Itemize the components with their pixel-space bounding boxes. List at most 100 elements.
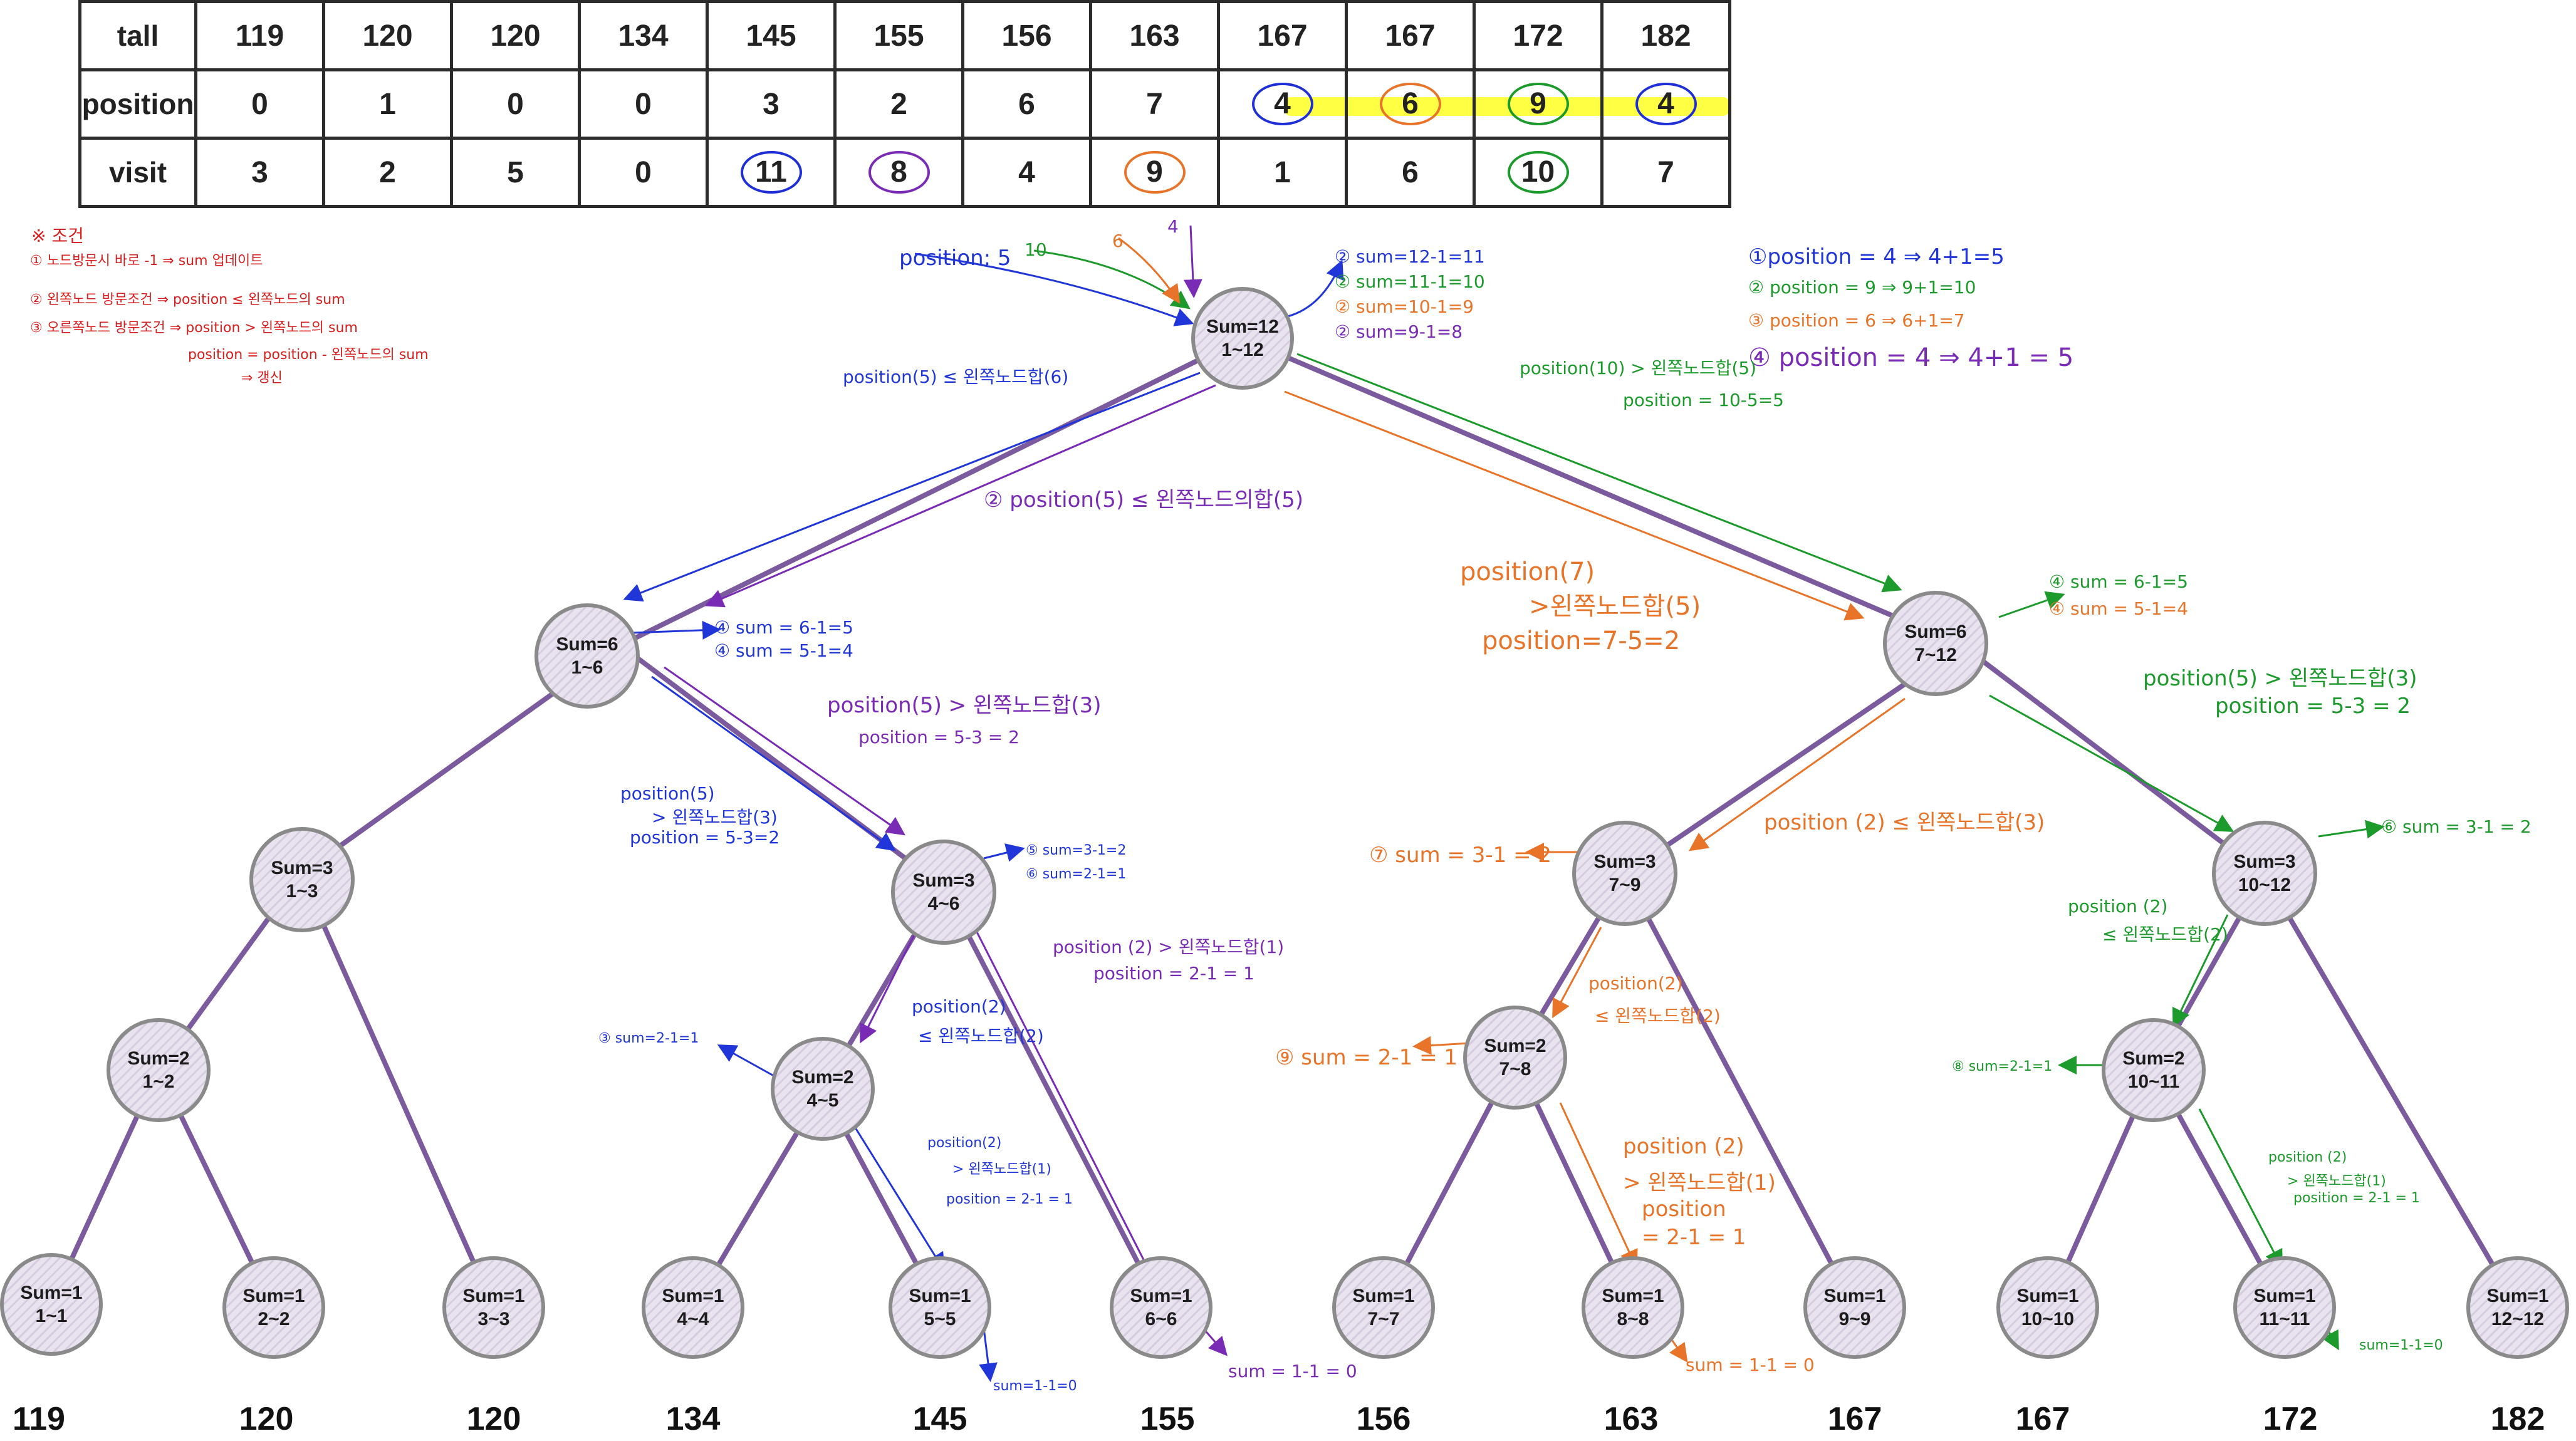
node-sum: Sum=1 <box>909 1285 971 1306</box>
edge-l2c-leaf9 <box>1622 871 1857 1310</box>
annotation: ⑤ sum=3-1=2 <box>1026 843 1127 858</box>
node-range: 8~8 <box>1617 1309 1649 1329</box>
annotation: position=7-5=2 <box>1482 627 1681 655</box>
tree-leaf-4: Sum=1 4~4 <box>642 1256 744 1359</box>
annotation: 4 <box>1167 216 1179 237</box>
position-cell: 0 <box>578 68 709 140</box>
node-range: 10~10 <box>2021 1309 2075 1329</box>
node-sum: Sum=3 <box>271 857 333 878</box>
tall-cell: 155 <box>833 0 964 71</box>
annotation: sum=1-1=0 <box>993 1378 1077 1394</box>
circled-value: 10 <box>1507 150 1569 194</box>
arrow-blue-l2b <box>651 675 896 851</box>
visit-cell: 0 <box>578 137 709 208</box>
visit-cell: 2 <box>322 137 453 208</box>
tree-leaf-9: Sum=1 9~9 <box>1803 1256 1906 1359</box>
position-cell-highlight: 9 <box>1473 68 1603 140</box>
node-range: 1~12 <box>1221 340 1264 360</box>
node-sum: Sum=12 <box>1206 316 1279 337</box>
tall-cell: 120 <box>450 0 581 71</box>
tree-node-7-8: Sum=2 7~8 <box>1463 1006 1567 1110</box>
position-cell: 7 <box>1089 68 1220 140</box>
node-range: 10~12 <box>2238 875 2292 895</box>
edge-l1b-l2d <box>1959 643 2266 877</box>
node-range: 7~9 <box>1609 875 1641 895</box>
annotation: ② sum=11-1=10 <box>1335 271 1485 292</box>
node-range: 7~12 <box>1914 645 1957 665</box>
annotation: position: 5 <box>899 246 1011 271</box>
visit-cell: 11 <box>706 137 837 208</box>
annotation: position = 2-1 = 1 <box>1093 963 1254 984</box>
annotation: sum=1-1=0 <box>2359 1338 2443 1353</box>
circled-value: 4 <box>1251 82 1313 126</box>
node-sum: Sum=1 <box>1602 1285 1664 1306</box>
annotation: ⑥ sum = 3-1 = 2 <box>2381 816 2532 837</box>
tall-cell: 145 <box>706 0 837 71</box>
tree-node-10-12: Sum=3 10~12 <box>2212 821 2317 926</box>
position-cell: 2 <box>833 68 964 140</box>
leaf-value: 163 <box>1603 1401 1659 1437</box>
tree-leaf-8: Sum=1 8~8 <box>1582 1256 1684 1359</box>
edge-l2d-leaf12 <box>2261 871 2520 1310</box>
node-range: 1~1 <box>35 1306 68 1326</box>
arrow-orange-l3c <box>1552 927 1602 1019</box>
leaf-value: 145 <box>912 1401 967 1437</box>
annotation: ⑧ sum=2-1=1 <box>1952 1059 2053 1074</box>
note-4: position = position - 왼쪽노드의 sum <box>188 347 429 363</box>
annotation: position = 5-3 = 2 <box>858 727 1019 747</box>
tall-cell: 167 <box>1217 0 1348 71</box>
tall-cell: 182 <box>1600 0 1731 71</box>
node-range: 5~5 <box>924 1309 956 1329</box>
tree-node-10-11: Sum=2 10~11 <box>2102 1018 2206 1122</box>
table-row-position: position 0 1 0 0 3 2 6 7 4 6 9 4 <box>78 68 1731 140</box>
position-cell: 6 <box>961 68 1092 140</box>
edge-l1a-l2b <box>618 643 946 889</box>
arrow-purple-l3b <box>860 927 919 1044</box>
row-header-tall: tall <box>78 0 197 71</box>
note-title: ※ 조건 <box>31 226 84 246</box>
annotation: ⑨ sum = 2-1 = 1 <box>1275 1045 1458 1070</box>
arrow-blue-l1a <box>623 372 1201 602</box>
node-sum: Sum=6 <box>556 633 618 655</box>
tall-cell: 119 <box>194 0 325 71</box>
note-3: ③ 오른쪽노드 방문조건 ⇒ position > 왼쪽노드의 sum <box>30 320 358 336</box>
arrow-purple-root <box>1183 225 1202 298</box>
node-range: 7~7 <box>1367 1309 1400 1329</box>
visit-cell: 9 <box>1089 137 1220 208</box>
tree-node-4-5: Sum=2 4~5 <box>771 1037 875 1141</box>
annotation: ④ sum = 6-1=5 <box>2049 571 2188 592</box>
circled-value: 9 <box>1507 82 1569 126</box>
annotation: ④ sum = 5-1=4 <box>714 640 853 661</box>
arrow-blue-root <box>914 252 1194 326</box>
node-range: 1~6 <box>571 657 603 678</box>
visit-cell: 1 <box>1217 137 1348 208</box>
node-sum: Sum=2 <box>791 1066 854 1088</box>
node-sum: Sum=1 <box>2253 1285 2316 1306</box>
annotation: ≤ 왼쪽노드합(2) <box>918 1026 1044 1046</box>
visit-cell: 3 <box>194 137 325 208</box>
node-sum: Sum=1 <box>1823 1285 1886 1306</box>
circled-value: 8 <box>868 150 930 194</box>
arrow-green-l1b <box>1296 353 1902 593</box>
tall-cell: 163 <box>1089 0 1220 71</box>
leaf-value: 120 <box>466 1401 521 1437</box>
visit-cell: 5 <box>450 137 581 208</box>
arrow-orange-leaf8 <box>1559 1102 1638 1269</box>
annotation: position(5) ≤ 왼쪽노드합(6) <box>843 367 1069 387</box>
leaf-value: 155 <box>1140 1401 1195 1437</box>
node-sum: Sum=1 <box>462 1285 525 1306</box>
annotation: ≤ 왼쪽노드합(2) <box>1595 1006 1721 1026</box>
annotation: position(2) <box>912 996 1006 1017</box>
data-table: tall 119 120 120 134 145 155 156 163 167… <box>78 0 1731 208</box>
circled-value: 6 <box>1379 82 1441 126</box>
arrow-green-root <box>1033 249 1191 310</box>
annotation: > 왼쪽노드합(1) <box>2287 1173 2386 1189</box>
annotation: > 왼쪽노드합(1) <box>1623 1170 1776 1195</box>
tree-leaf-12: Sum=1 12~12 <box>2466 1256 2569 1359</box>
annotation: ≤ 왼쪽노드합(2) <box>2102 924 2228 945</box>
node-range: 4~4 <box>677 1309 709 1329</box>
annotation: position = 10-5=5 <box>1623 390 1784 410</box>
node-sum: Sum=1 <box>2486 1285 2549 1306</box>
annotation: ② position(5) ≤ 왼쪽노드의합(5) <box>984 487 1304 512</box>
